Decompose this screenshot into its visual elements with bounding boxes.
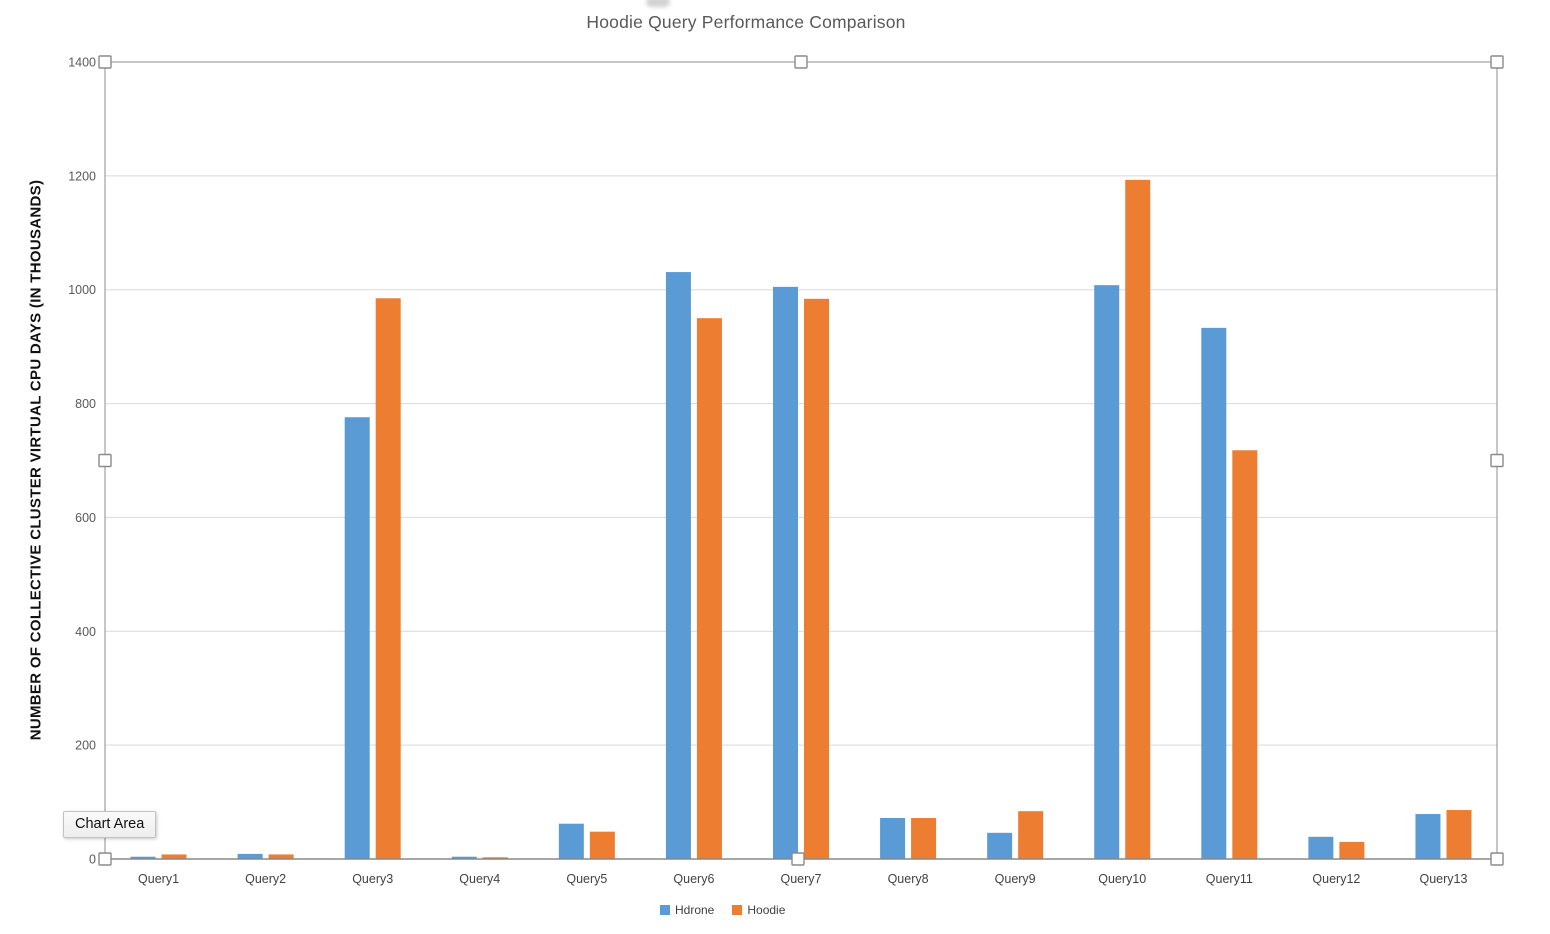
legend-label-hdrone: Hdrone bbox=[675, 903, 715, 917]
selection-handle-bottom-left[interactable] bbox=[98, 852, 112, 866]
x-axis-label-query5[interactable]: Query5 bbox=[566, 872, 607, 886]
x-axis-label-query8[interactable]: Query8 bbox=[888, 872, 929, 886]
chart-title[interactable]: Hoodie Query Performance Comparison bbox=[586, 12, 906, 32]
bar-hdrone-query1[interactable] bbox=[130, 856, 156, 859]
selection-handle-bottom-center[interactable] bbox=[791, 852, 805, 866]
legend-item-hdrone[interactable]: Hdrone bbox=[660, 903, 714, 917]
bar-hoodie-query4[interactable] bbox=[482, 857, 508, 859]
y-axis-tick-label[interactable]: 200 bbox=[75, 739, 96, 753]
y-axis-title[interactable]: NUMBER OF COLLECTIVE CLUSTER VIRTUAL CPU… bbox=[27, 179, 45, 741]
bar-hoodie-query9[interactable] bbox=[1018, 811, 1044, 859]
selection-handle-middle-left[interactable] bbox=[98, 453, 112, 468]
bar-hoodie-query2[interactable] bbox=[268, 854, 294, 859]
legend-item-hoodie[interactable]: Hoodie bbox=[732, 903, 785, 917]
bar-hdrone-query2[interactable] bbox=[237, 853, 263, 859]
bar-hdrone-query11[interactable] bbox=[1201, 327, 1227, 859]
bar-hdrone-query3[interactable] bbox=[344, 417, 370, 859]
bar-hoodie-query11[interactable] bbox=[1232, 450, 1258, 859]
bar-hdrone-query4[interactable] bbox=[451, 856, 477, 859]
bar-hdrone-query5[interactable] bbox=[558, 823, 584, 859]
bar-hoodie-query13[interactable] bbox=[1446, 810, 1472, 859]
y-axis-tick-label[interactable]: 800 bbox=[75, 397, 96, 411]
selection-handle-middle-right[interactable] bbox=[1490, 453, 1504, 468]
x-axis-label-query9[interactable]: Query9 bbox=[995, 872, 1036, 886]
selection-handle-top-right[interactable] bbox=[1490, 55, 1504, 69]
x-axis-label-query6[interactable]: Query6 bbox=[673, 872, 714, 886]
y-axis-tick-label[interactable]: 400 bbox=[75, 625, 96, 639]
y-axis-tick-label[interactable]: 1400 bbox=[68, 56, 96, 70]
bar-hoodie-query6[interactable] bbox=[696, 318, 722, 859]
bar-hoodie-query5[interactable] bbox=[589, 831, 615, 859]
x-axis-label-query13[interactable]: Query13 bbox=[1419, 872, 1467, 886]
x-axis-label-query11[interactable]: Query11 bbox=[1206, 872, 1253, 886]
x-axis-label-query12[interactable]: Query12 bbox=[1312, 872, 1360, 886]
y-axis-tick-label[interactable]: 600 bbox=[75, 511, 96, 525]
chart-legend: Hdrone Hoodie bbox=[660, 903, 785, 917]
bar-hdrone-query7[interactable] bbox=[773, 286, 798, 859]
bar-hoodie-query3[interactable] bbox=[375, 298, 401, 860]
x-axis-label-query2[interactable]: Query2 bbox=[245, 872, 286, 886]
selection-handle-top-left[interactable] bbox=[98, 55, 112, 69]
chart-area-tooltip-label: Chart Area bbox=[75, 816, 145, 832]
x-axis-label-query7[interactable]: Query7 bbox=[781, 872, 822, 886]
x-axis-label-query4[interactable]: Query4 bbox=[459, 872, 500, 886]
bar-hdrone-query6[interactable] bbox=[665, 272, 691, 860]
y-axis-tick-label[interactable]: 0 bbox=[89, 853, 96, 867]
hdrone-series-swatch-icon bbox=[660, 905, 670, 915]
y-axis-tick-label[interactable]: 1000 bbox=[68, 283, 96, 297]
x-axis-label-query10[interactable]: Query10 bbox=[1098, 872, 1146, 886]
bar-hoodie-query12[interactable] bbox=[1339, 841, 1365, 859]
bar-hoodie-query7[interactable] bbox=[804, 298, 829, 859]
bar-hdrone-query12[interactable] bbox=[1308, 836, 1334, 859]
bar-hoodie-query10[interactable] bbox=[1125, 179, 1151, 859]
bar-hdrone-query9[interactable] bbox=[987, 832, 1013, 859]
bar-hoodie-query8[interactable] bbox=[911, 818, 937, 859]
bar-hoodie-query1[interactable] bbox=[161, 854, 187, 859]
x-axis-label-query3[interactable]: Query3 bbox=[352, 872, 393, 886]
y-axis-tick-label[interactable]: 1200 bbox=[68, 169, 96, 183]
chart-area-tooltip: Chart Area bbox=[63, 811, 157, 838]
hoodie-series-swatch-icon bbox=[732, 905, 743, 915]
cropped-ui-fragment bbox=[646, 0, 670, 7]
selection-handle-bottom-right[interactable] bbox=[1490, 852, 1504, 866]
bar-hdrone-query13[interactable] bbox=[1415, 814, 1441, 859]
selection-handle-top-center[interactable] bbox=[794, 55, 808, 69]
bar-hdrone-query10[interactable] bbox=[1094, 285, 1120, 859]
legend-label-hoodie: Hoodie bbox=[747, 903, 786, 917]
x-axis-label-query1[interactable]: Query1 bbox=[138, 872, 179, 886]
bar-hdrone-query8[interactable] bbox=[880, 818, 906, 859]
plot-selection-border bbox=[104, 61, 1498, 860]
